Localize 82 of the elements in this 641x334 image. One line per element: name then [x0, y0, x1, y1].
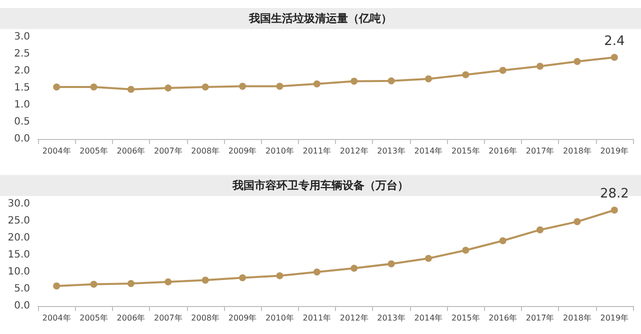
point: [499, 237, 506, 244]
point: [239, 82, 246, 90]
point: [127, 280, 134, 288]
point: [90, 280, 98, 288]
point: [313, 80, 320, 88]
point: [610, 54, 618, 61]
x-tick-label: 2009年: [228, 314, 257, 322]
x-tick-label: 2019年: [600, 314, 629, 322]
y-tick-label: 2.5: [14, 48, 30, 60]
x-tick-label: 2012年: [340, 314, 368, 322]
point: [313, 268, 320, 276]
x-tick-label: 2014年: [414, 146, 443, 156]
x-tick-label: 2008年: [191, 314, 220, 322]
x-tick-label: 2018年: [563, 146, 592, 156]
y-tick-label: 25.0: [8, 216, 30, 226]
y-tick-label: 15.0: [8, 250, 30, 260]
x-tick-label: 2016年: [488, 314, 518, 322]
x-tick-label: 2009年: [228, 146, 257, 156]
x-tick-label: 2005年: [80, 314, 108, 322]
data-label: 2.4: [604, 34, 625, 49]
y-tick-label: 0.0: [14, 134, 30, 144]
x-tick-label: 2005年: [80, 146, 108, 156]
point: [388, 260, 395, 268]
x-tick-label: 2018年: [563, 314, 592, 322]
point: [462, 71, 470, 78]
point: [164, 84, 172, 92]
x-tick-label: 2014年: [414, 314, 443, 322]
point: [536, 62, 544, 70]
point: [202, 83, 209, 90]
x-tick-label: 2004年: [42, 314, 71, 322]
x-tick-label: 2019年: [600, 146, 629, 156]
x-tick-label: 2015年: [451, 146, 480, 156]
point: [610, 206, 618, 214]
point: [53, 83, 60, 90]
chart-title: 我国生活垃圾清运量（亿吨）: [248, 12, 392, 25]
x-tick-label: 2006年: [116, 146, 146, 156]
y-tick-label: 5.0: [14, 284, 30, 294]
x-tick-label: 2007年: [154, 314, 182, 322]
point: [239, 274, 246, 282]
y-tick-label: 0.5: [14, 116, 30, 128]
y-tick-label: 1.0: [14, 100, 30, 110]
y-tick-label: 3.0: [14, 32, 30, 42]
y-tick-label: 0.0: [14, 300, 30, 312]
point: [53, 282, 60, 290]
x-tick-label: 2011年: [302, 146, 332, 156]
point: [388, 77, 395, 84]
point: [164, 278, 172, 286]
point: [350, 78, 358, 85]
y-tick-label: 2.0: [14, 66, 30, 76]
point: [574, 218, 581, 226]
point: [202, 276, 209, 284]
point: [276, 82, 284, 90]
x-tick-label: 2013年: [377, 146, 406, 156]
point: [424, 75, 432, 82]
point: [90, 83, 98, 90]
point: [462, 246, 470, 254]
point: [276, 272, 284, 280]
point: [127, 86, 134, 93]
x-tick-label: 2013年: [377, 314, 406, 322]
x-tick-label: 2012年: [340, 146, 368, 156]
x-tick-label: 2004年: [42, 146, 71, 156]
point: [350, 264, 358, 272]
y-tick-label: 30.0: [8, 198, 30, 210]
point: [574, 58, 581, 65]
chart-title: 我国市容环卫专用车辆设备（万台）: [232, 179, 408, 192]
data-label: 28.2: [600, 186, 629, 202]
x-tick-label: 2007年: [154, 146, 182, 156]
y-tick-label: 10.0: [8, 266, 30, 278]
x-tick-label: 2016年: [488, 146, 518, 156]
x-tick-label: 2006年: [116, 314, 146, 322]
point: [424, 254, 432, 262]
x-tick-label: 2010年: [266, 314, 294, 322]
point: [536, 226, 544, 234]
x-tick-label: 2011年: [302, 314, 332, 322]
x-tick-label: 2017年: [526, 314, 554, 322]
x-tick-label: 2010年: [266, 146, 294, 156]
x-tick-label: 2017年: [526, 146, 554, 156]
x-tick-label: 2015年: [451, 314, 480, 322]
point: [499, 66, 506, 74]
x-tick-label: 2008年: [191, 146, 220, 156]
y-tick-label: 1.5: [14, 82, 30, 94]
y-tick-label: 20.0: [8, 232, 30, 244]
